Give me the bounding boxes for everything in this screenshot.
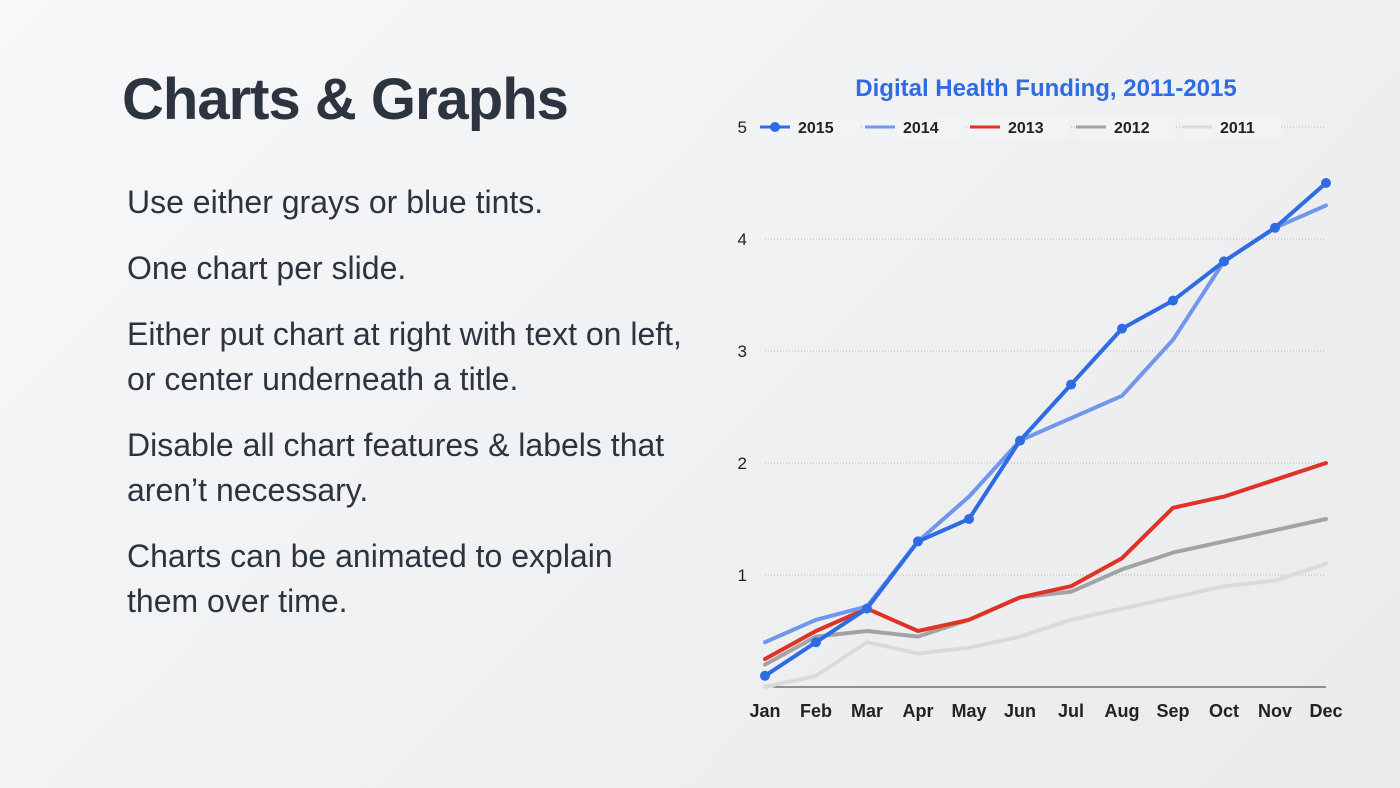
slide-title: Charts & Graphs — [122, 67, 569, 132]
legend-label: 2014 — [903, 120, 939, 137]
data-point — [1219, 256, 1229, 267]
legend-label: 2012 — [1114, 120, 1150, 137]
data-point — [1321, 178, 1331, 188]
legend-label: 2011 — [1220, 120, 1255, 137]
data-point — [913, 536, 923, 547]
y-tick-label: 4 — [738, 230, 747, 249]
bullet-item: Either put chart at right with text on l… — [127, 316, 682, 397]
data-point — [1270, 222, 1280, 233]
legend-label: 2015 — [798, 120, 834, 137]
x-tick-label: Sep — [1156, 701, 1189, 721]
data-point — [964, 514, 974, 524]
x-tick-label: Feb — [800, 701, 832, 721]
x-tick-label: Dec — [1309, 701, 1342, 721]
data-point — [760, 670, 770, 681]
series-line-2012 — [763, 517, 1328, 667]
data-point — [862, 603, 872, 614]
x-tick-label: Jun — [1004, 701, 1036, 721]
data-point — [1015, 435, 1025, 446]
y-tick-label: 5 — [738, 118, 747, 137]
x-tick-label: Mar — [851, 701, 883, 721]
line-chart: Digital Health Funding, 2011-2015 1 2 3 4 5 J… — [738, 75, 1343, 721]
legend-label: 2013 — [1008, 120, 1044, 137]
x-tick-label: Jan — [749, 701, 780, 721]
chart-title: Digital Health Funding, 2011-2015 — [855, 75, 1236, 102]
data-point — [1066, 379, 1076, 390]
y-tick-label: 1 — [738, 566, 747, 585]
bullet-list: Use either grays or blue tints. One char… — [127, 180, 687, 645]
legend-marker — [770, 122, 780, 132]
x-tick-label: May — [951, 701, 986, 721]
y-tick-label: 2 — [738, 454, 747, 473]
bullet-item: One chart per slide. — [127, 250, 407, 286]
x-tick-label: Oct — [1209, 701, 1239, 721]
bullet-item: Charts can be animated to explain them o… — [127, 538, 613, 619]
x-tick-label: Apr — [903, 701, 934, 721]
y-tick-label: 3 — [738, 342, 747, 361]
bullet-item: Disable all chart features & labels that… — [127, 427, 665, 508]
x-tick-label: Nov — [1258, 701, 1292, 721]
data-point — [1168, 295, 1178, 306]
data-point — [1117, 323, 1127, 334]
x-tick-label: Aug — [1105, 701, 1140, 721]
series-line-2015 — [763, 181, 1328, 678]
x-tick-label: Jul — [1058, 701, 1084, 721]
series-line-2011 — [763, 561, 1328, 689]
data-point — [811, 637, 821, 648]
series-line-2014 — [763, 203, 1328, 645]
bullet-item: Use either grays or blue tints. — [127, 184, 544, 220]
